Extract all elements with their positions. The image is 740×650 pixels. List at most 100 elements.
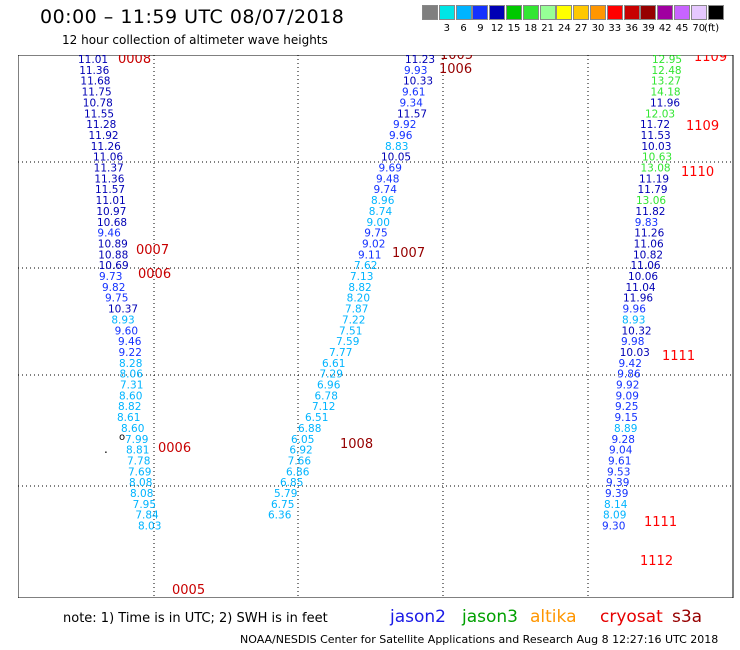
swh-value: 9.83 [635,217,658,229]
time-label: 0006 [158,441,191,456]
chart-title: 00:00 – 11:59 UTC 08/07/2018 [40,6,345,28]
swh-value: 9.60 [115,325,138,337]
swh-value: 11.01 [96,195,126,207]
plot-frame [18,55,734,598]
swh-value: 10.37 [108,304,138,316]
legend-swatch [640,5,657,20]
time-label: 0006 [138,267,171,282]
swh-value: 11.82 [635,206,665,218]
swh-value: 11.28 [86,119,116,131]
swh-value: 11.55 [84,108,114,120]
swh-value: 9.73 [99,271,122,283]
swh-value: 9.82 [102,282,125,294]
legend-swatch [422,5,438,20]
legend-label: 30 [591,23,605,34]
swh-value: 11.68 [80,76,110,88]
legend-swatch [674,5,690,20]
swh-value: 7.69 [128,466,151,478]
swh-value: 7.87 [345,304,368,316]
swh-value: 6.88 [298,423,321,435]
swh-value: 9.22 [119,347,142,359]
legend-label: 3 [443,23,450,34]
swh-value: 6.86 [286,466,310,478]
time-label: 1109 [694,55,727,65]
swh-value: 9.92 [616,380,639,392]
swh-value: 11.23 [405,55,435,66]
swh-value: 11.36 [94,173,124,185]
swh-value: 6.75 [271,499,294,511]
swh-value: 9.61 [608,455,631,467]
swh-value: 6.05 [291,434,314,446]
swh-value: 9.46 [118,336,142,348]
swh-value: 9.75 [105,293,128,305]
swh-value: 9.39 [605,488,628,500]
swh-value: 10.89 [98,238,128,250]
swh-value: 10.68 [97,217,127,229]
swh-value: 11.26 [634,228,664,240]
swh-value: 7.31 [120,380,143,392]
chart-subtitle: 12 hour collection of altimeter wave hei… [62,33,328,47]
legend-label: 33 [608,23,622,34]
swh-value: 9.25 [615,401,638,413]
satellite-cryosat: cryosat [600,607,663,627]
swh-value: 8.82 [348,282,371,294]
legend-label: 18 [524,23,538,34]
swh-value: 11.37 [94,163,124,175]
swh-value: 9.28 [612,434,635,446]
legend-swatch [472,5,489,20]
swh-value: 8.06 [120,369,144,381]
swh-value: 7.59 [336,336,359,348]
legend-swatch [590,5,606,20]
legend-swatch [455,5,472,20]
swh-value: 7.84 [135,510,159,522]
swh-value: 8.74 [369,206,393,218]
legend-label: 39 [642,23,655,34]
legend-label: 45 [675,23,689,34]
swh-value: 7.62 [354,260,377,272]
legend-label: 42 [658,23,672,34]
swh-value: 8.14 [604,499,628,511]
swh-value: 11.92 [89,130,119,142]
swh-value: 10.06 [628,271,658,283]
swh-value: 10.78 [83,97,113,109]
swh-value: 10.82 [633,249,663,261]
swh-value: 7.29 [320,369,343,381]
stray-mark: . [104,442,108,456]
swh-value: 11.06 [93,152,123,164]
swh-value: 12.95 [652,55,682,66]
legend-label: 21 [541,23,554,34]
map-plot: -30-32-34-36-38-40-15-12-9-6-3011.0111.3… [18,55,734,598]
swh-value: 6.96 [317,380,341,392]
swh-value: 8.08 [129,477,152,489]
legend-swatch [556,5,573,20]
swh-value: 8.03 [138,521,161,533]
satellite-altika: altika [530,607,577,627]
swh-value: 6.36 [268,510,292,522]
swh-value: 11.53 [641,130,671,142]
legend-label: 9 [477,23,484,34]
swh-value: 8.89 [614,423,637,435]
swh-value: 8.81 [126,445,149,457]
swh-value: 11.06 [634,238,664,250]
swh-value: 8.09 [603,510,626,522]
swh-value: 5.79 [274,488,297,500]
legend-label: 12 [490,23,504,34]
swh-value: 8.08 [130,488,153,500]
time-label: 0007 [136,243,169,258]
swh-value: 9.39 [606,477,629,489]
satellite-s3a: s3a [672,607,703,627]
legend-label: 36 [625,23,638,34]
swh-value: 6.51 [305,412,328,424]
satellite-jason3: jason3 [462,607,518,627]
swh-value: 9.00 [367,217,390,229]
swh-value: 6.85 [280,477,303,489]
swh-value: 7.13 [350,271,373,283]
legend-swatch [489,5,506,20]
swh-value: 11.57 [397,108,427,120]
swh-value: 8.61 [117,412,140,424]
legend-swatch [707,5,724,20]
swh-value: 8.60 [119,390,142,402]
swh-value: 10.33 [403,76,433,88]
swh-value: 11.96 [623,293,653,305]
legend-swatch [606,5,623,20]
